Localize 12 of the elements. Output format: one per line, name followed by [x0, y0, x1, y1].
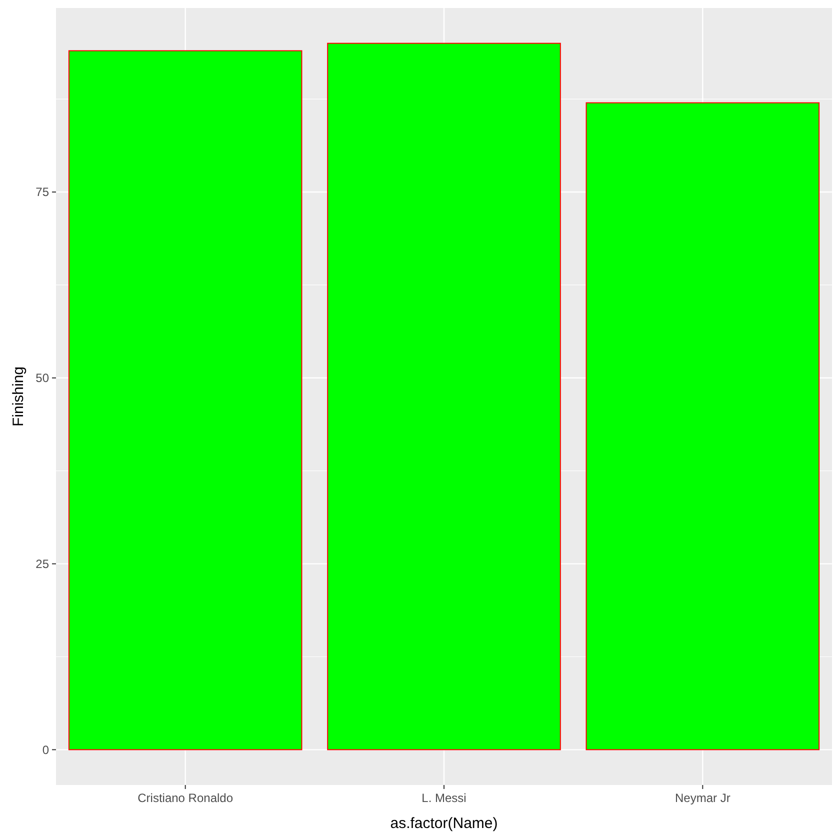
x-axis-title: as.factor(Name): [390, 815, 498, 832]
bar: [327, 42, 561, 750]
bar: [68, 50, 302, 750]
y-tick-label: 75: [36, 185, 50, 200]
x-tick-label: Neymar Jr: [674, 791, 730, 805]
y-axis-title: Finishing: [10, 366, 27, 427]
x-tick-label: Cristiano Ronaldo: [138, 791, 234, 805]
y-tick-label: 50: [36, 371, 50, 386]
y-tick-label: 0: [42, 742, 50, 757]
bar: [586, 102, 820, 750]
x-tick-label: L. Messi: [422, 791, 466, 805]
y-tick-label: 25: [36, 556, 50, 571]
